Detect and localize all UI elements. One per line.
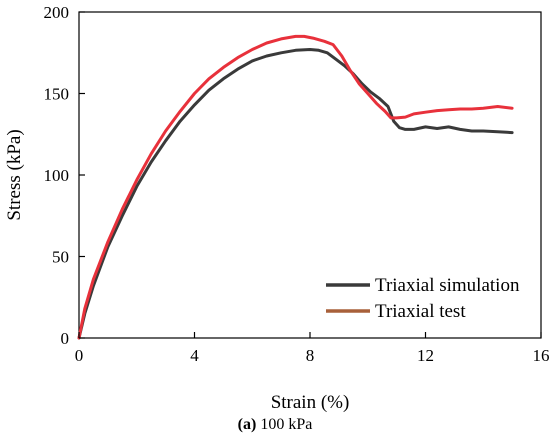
- stress-strain-chart: 0 4 8 12 16 0 50 100 150 200 Strain (%) Stress (k…: [4, 3, 550, 413]
- x-tick-label: 8: [306, 346, 315, 365]
- x-tick-label: 12: [417, 346, 434, 365]
- legend-label: Triaxial simulation: [375, 275, 520, 296]
- y-tick-label: 0: [61, 329, 70, 348]
- y-tick-label: 200: [44, 3, 70, 22]
- caption-text: 100 kPa: [256, 416, 313, 433]
- x-tick-label: 0: [75, 346, 84, 365]
- series-line-1: [77, 48, 514, 340]
- figure-caption: (a) 100 kPa: [0, 416, 550, 434]
- y-axis-title: Stress (kPa): [4, 129, 25, 220]
- x-tick-label: 4: [190, 346, 199, 365]
- series-layer: [77, 34, 514, 340]
- legend-label: Triaxial test: [375, 301, 466, 322]
- series-line-2: [77, 34, 514, 340]
- x-axis-title: Strain (%): [271, 392, 350, 413]
- y-tick-label: 50: [52, 248, 69, 267]
- x-tick-label: 16: [533, 346, 550, 365]
- ticks-layer: 0 4 8 12 16 0 50 100 150 200: [44, 3, 550, 365]
- caption-label: (a): [237, 416, 257, 433]
- legend: Triaxial simulation Triaxial test: [326, 275, 520, 322]
- y-tick-label: 100: [44, 166, 70, 185]
- y-tick-label: 150: [44, 85, 70, 104]
